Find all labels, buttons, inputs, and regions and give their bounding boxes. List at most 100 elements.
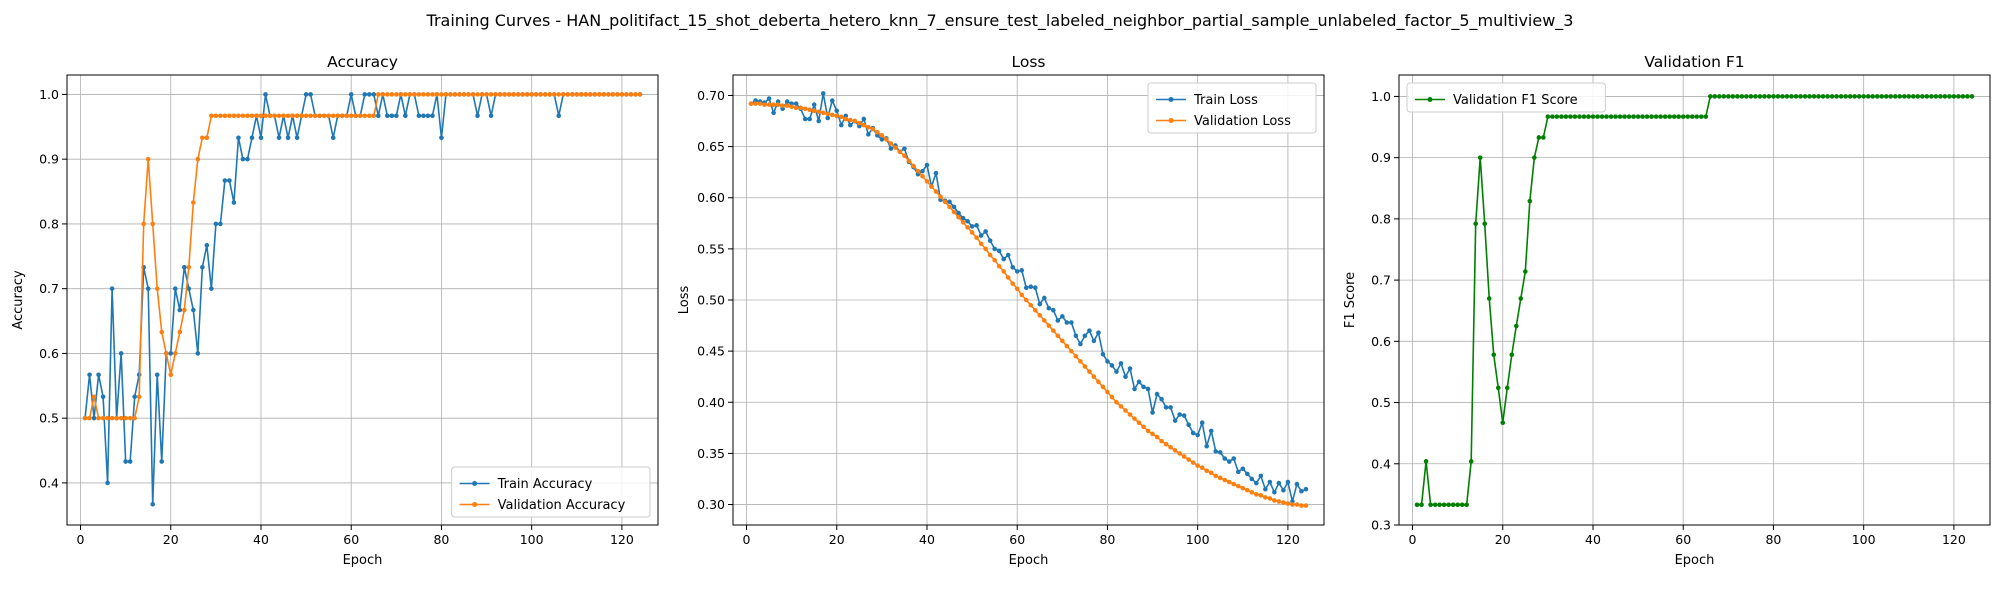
data-point [551, 92, 557, 97]
data-point [807, 116, 812, 122]
data-point [335, 113, 340, 119]
data-point [771, 102, 776, 107]
series-line [751, 102, 1306, 507]
data-point [1109, 363, 1115, 368]
data-point [992, 257, 997, 263]
data-point [1500, 420, 1506, 426]
data-point [326, 113, 331, 119]
legend-box [1147, 82, 1317, 134]
data-point [1523, 269, 1528, 274]
data-point [1757, 94, 1763, 99]
data-point [1123, 408, 1128, 413]
data-point [412, 92, 417, 97]
data-point [294, 135, 300, 141]
data-point [1924, 94, 1930, 99]
data-point [254, 113, 259, 119]
legend-label: Validation Accuracy [498, 498, 626, 513]
data-point [258, 135, 264, 141]
data-point [1730, 94, 1736, 99]
data-point [965, 218, 970, 224]
x-tick-label: 60 [1675, 532, 1691, 547]
data-point [249, 135, 255, 141]
data-point [1177, 451, 1182, 456]
data-point [1222, 456, 1228, 461]
data-point [371, 113, 377, 119]
data-point [1263, 486, 1268, 492]
data-point [974, 223, 979, 228]
data-point [1703, 114, 1709, 119]
data-point [838, 114, 844, 120]
data-point [1258, 493, 1264, 498]
data-point [366, 113, 372, 119]
data-point [1486, 296, 1492, 301]
data-point [87, 372, 92, 378]
data-point [798, 105, 803, 111]
data-point [969, 230, 975, 235]
data-point [1865, 94, 1871, 99]
data-point [1798, 94, 1803, 99]
data-point [1491, 352, 1497, 358]
data-point [1721, 94, 1727, 99]
data-point [394, 113, 399, 119]
data-point [1060, 314, 1065, 319]
data-point [524, 92, 530, 97]
data-point [1249, 476, 1255, 482]
data-point [579, 92, 584, 97]
data-point [1105, 389, 1110, 395]
data-point [960, 215, 966, 221]
y-tick-label: 0.7 [39, 281, 59, 296]
data-point [847, 122, 853, 128]
axes-frame [66, 74, 659, 526]
data-point [1073, 353, 1079, 359]
y-tick-label: 0.60 [697, 190, 725, 205]
data-point [1272, 498, 1277, 503]
data-point [231, 113, 237, 119]
data-point [1947, 94, 1952, 99]
series-validation-accuracy [82, 92, 643, 421]
data-point [357, 113, 363, 119]
data-point [1698, 114, 1704, 119]
data-point [793, 105, 799, 111]
data-point [1861, 94, 1866, 99]
data-point [1109, 394, 1115, 400]
data-point [556, 113, 562, 119]
data-point [1604, 114, 1609, 119]
data-point [375, 113, 381, 119]
y-tick-label: 1.0 [39, 87, 59, 102]
data-point [1078, 341, 1083, 347]
data-point [866, 132, 871, 137]
data-point [1635, 114, 1641, 119]
y-tick-label: 0.65 [697, 139, 725, 154]
data-point [385, 113, 390, 119]
data-point [1235, 469, 1241, 475]
data-point [947, 199, 952, 205]
data-point [857, 120, 862, 126]
data-point [109, 415, 115, 421]
data-point [1938, 94, 1943, 99]
y-tick-label: 0.8 [1371, 211, 1391, 226]
data-point [1208, 428, 1214, 434]
data-point [484, 92, 489, 97]
data-point [1911, 94, 1916, 99]
data-point [1644, 114, 1650, 119]
data-point [619, 92, 625, 97]
data-point [1536, 135, 1542, 140]
data-point [807, 107, 812, 113]
data-point [1118, 361, 1124, 366]
data-point [820, 110, 826, 116]
data-point [574, 92, 580, 97]
data-point [154, 372, 160, 378]
data-point [200, 135, 205, 141]
data-point [1204, 468, 1210, 474]
data-point [1834, 94, 1839, 99]
data-point [1838, 94, 1844, 99]
data-point [1154, 391, 1160, 397]
data-point [870, 126, 876, 132]
data-point [1254, 492, 1259, 497]
data-point [1829, 94, 1835, 99]
data-point [1136, 379, 1142, 385]
data-point [1649, 114, 1654, 119]
data-point [1267, 496, 1273, 501]
data-point [1141, 424, 1146, 430]
data-point [1019, 292, 1025, 298]
